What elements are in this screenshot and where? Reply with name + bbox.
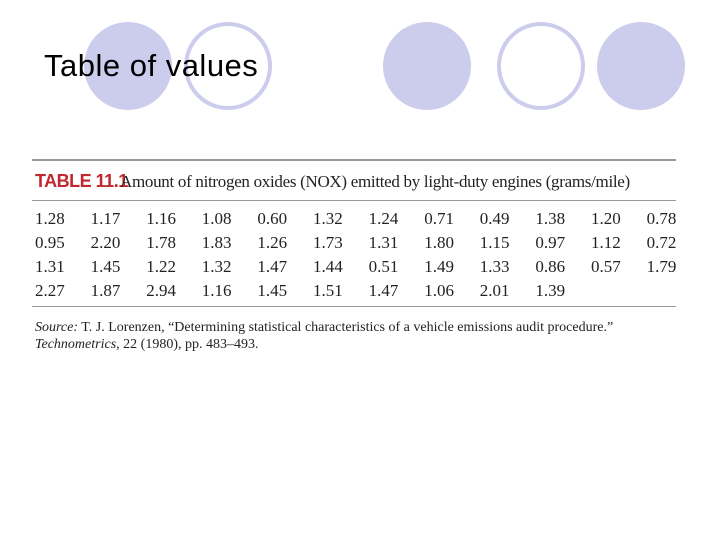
table-cell: 1.38 bbox=[535, 209, 566, 228]
table-cell: 1.32 bbox=[201, 257, 232, 276]
table-cell: 0.97 bbox=[535, 233, 566, 252]
source-line: Source: T. J. Lorenzen, “Determining sta… bbox=[35, 320, 613, 336]
source-text: T. J. Lorenzen, “Determining statistical… bbox=[78, 320, 614, 335]
table-cell: 2.01 bbox=[479, 281, 510, 300]
table-cell: 2.20 bbox=[90, 233, 121, 252]
table-cell: 1.83 bbox=[201, 233, 232, 252]
slide-title: Table of values bbox=[44, 48, 259, 83]
circle bbox=[184, 22, 272, 110]
table-cell: 1.44 bbox=[313, 257, 343, 276]
table-cell: 1.49 bbox=[424, 257, 454, 276]
table-cell: 1.08 bbox=[201, 209, 232, 228]
table-cell: 1.80 bbox=[424, 233, 454, 252]
source-line: Technometrics, 22 (1980), pp. 483–493. bbox=[35, 337, 258, 353]
table-cell: 1.45 bbox=[257, 281, 288, 300]
table-cell: 1.12 bbox=[591, 233, 621, 252]
table-cell: 2.27 bbox=[35, 281, 65, 300]
table-cell: 0.71 bbox=[424, 209, 454, 228]
table-cell: 1.26 bbox=[257, 233, 288, 252]
source-journal: Technometrics bbox=[35, 337, 117, 352]
table-cell: 0.86 bbox=[535, 257, 566, 276]
table-cell: 1.73 bbox=[313, 233, 343, 252]
table-cell: 1.32 bbox=[313, 209, 343, 228]
table-cell: 1.31 bbox=[368, 233, 399, 252]
table-cell: 1.16 bbox=[201, 281, 232, 300]
decoration bbox=[84, 22, 685, 110]
table-cell: 0.60 bbox=[257, 209, 288, 228]
source-label: Source: bbox=[35, 320, 79, 335]
table-cell: 2.94 bbox=[146, 281, 176, 300]
table-cell: 1.22 bbox=[146, 257, 176, 276]
table-label: TABLE 11.1 bbox=[35, 171, 128, 191]
circle bbox=[497, 22, 585, 110]
rule bbox=[32, 306, 676, 307]
rule bbox=[32, 200, 676, 201]
source-details: , 22 (1980), pp. 483–493. bbox=[116, 337, 259, 352]
circle bbox=[597, 22, 685, 110]
table-cell: 1.39 bbox=[535, 281, 566, 300]
table-cell: 1.17 bbox=[90, 209, 121, 228]
table-cell: 1.45 bbox=[90, 257, 121, 276]
table-cell: 1.79 bbox=[646, 257, 677, 276]
table-cell: 0.49 bbox=[479, 209, 510, 228]
table-cell: 0.78 bbox=[646, 209, 677, 228]
table-cell: 1.47 bbox=[257, 257, 288, 276]
table-cell: 1.47 bbox=[368, 281, 399, 300]
table-cell: 1.15 bbox=[479, 233, 510, 252]
table-cell: 1.06 bbox=[424, 281, 454, 300]
table-cell: 1.51 bbox=[313, 281, 343, 300]
rule bbox=[32, 159, 676, 161]
table-cell: 1.20 bbox=[591, 209, 621, 228]
table-cell: 1.87 bbox=[90, 281, 121, 300]
table-cell: 1.78 bbox=[146, 233, 176, 252]
circle bbox=[84, 22, 172, 110]
circle bbox=[383, 22, 471, 110]
table-cell: 0.57 bbox=[591, 257, 621, 276]
table-cell: 0.51 bbox=[368, 257, 399, 276]
table-cell: 1.16 bbox=[146, 209, 176, 228]
table-cell: 0.95 bbox=[35, 233, 65, 252]
table-cell: 1.31 bbox=[35, 257, 65, 276]
table-cell: 1.28 bbox=[35, 209, 65, 228]
table-cell: 1.24 bbox=[368, 209, 399, 228]
table-caption: Amount of nitrogen oxides (NOX) emitted … bbox=[120, 172, 630, 191]
table-cell: 1.33 bbox=[479, 257, 510, 276]
table-cell: 0.72 bbox=[646, 233, 677, 252]
